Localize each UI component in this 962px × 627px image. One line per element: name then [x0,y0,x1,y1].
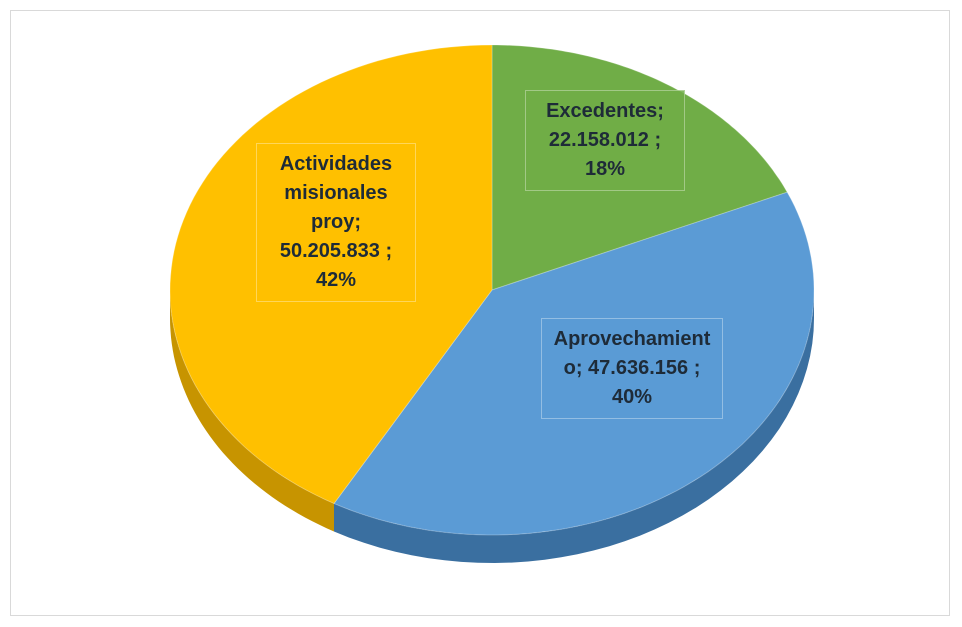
slice-side [334,290,814,563]
chart-frame [10,10,950,616]
data-label: Actividades misionales proy; 50.205.833 … [256,143,416,302]
data-label: Excedentes; 22.158.012 ; 18% [525,90,685,191]
slice-side [170,290,334,532]
data-label: Aprovechamiento; 47.636.156 ; 40% [541,318,723,419]
